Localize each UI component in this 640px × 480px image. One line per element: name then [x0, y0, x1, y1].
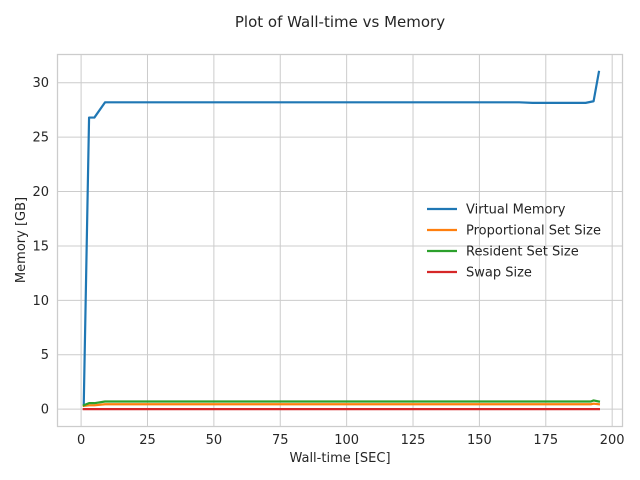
legend-label: Virtual Memory [466, 203, 566, 218]
x-tick-label: 150 [467, 433, 492, 448]
x-tick-label: 0 [77, 433, 85, 448]
x-tick-label: 125 [401, 433, 426, 448]
series-line-proportional-set-size [82, 402, 601, 408]
x-tick-label: 175 [533, 433, 558, 448]
y-tick-label: 0 [41, 403, 49, 418]
legend: Virtual Memory Proportional Set Size Resid… [427, 203, 601, 281]
legend-label: Resident Set Size [466, 245, 579, 260]
grid [58, 55, 622, 426]
tick-labels: 0 25 50 75 100 125 150 175 200 0 5 10 15 20 25 30 [32, 76, 624, 448]
y-tick-label: 25 [32, 131, 49, 146]
x-tick-label: 50 [206, 433, 223, 448]
y-tick-label: 20 [32, 185, 49, 200]
legend-label: Proportional Set Size [466, 224, 601, 239]
x-tick-label: 200 [600, 433, 625, 448]
y-axis-label: Memory [GB] [14, 197, 29, 283]
y-tick-label: 10 [32, 294, 49, 309]
y-tick-label: 5 [41, 348, 49, 363]
y-tick-label: 15 [32, 239, 49, 254]
x-tick-label: 100 [334, 433, 359, 448]
legend-label: Swap Size [466, 266, 532, 281]
chart-title: Plot of Wall-time vs Memory [235, 13, 445, 31]
plot-frame [56, 53, 624, 428]
y-tick-label: 30 [32, 76, 49, 91]
x-tick-label: 25 [139, 433, 156, 448]
series-line-resident-set-size [82, 399, 601, 407]
x-axis-label: Wall-time [SEC] [289, 451, 390, 466]
series-lines [82, 70, 601, 411]
x-tick-label: 75 [272, 433, 289, 448]
series-line-virtual-memory [82, 70, 601, 405]
